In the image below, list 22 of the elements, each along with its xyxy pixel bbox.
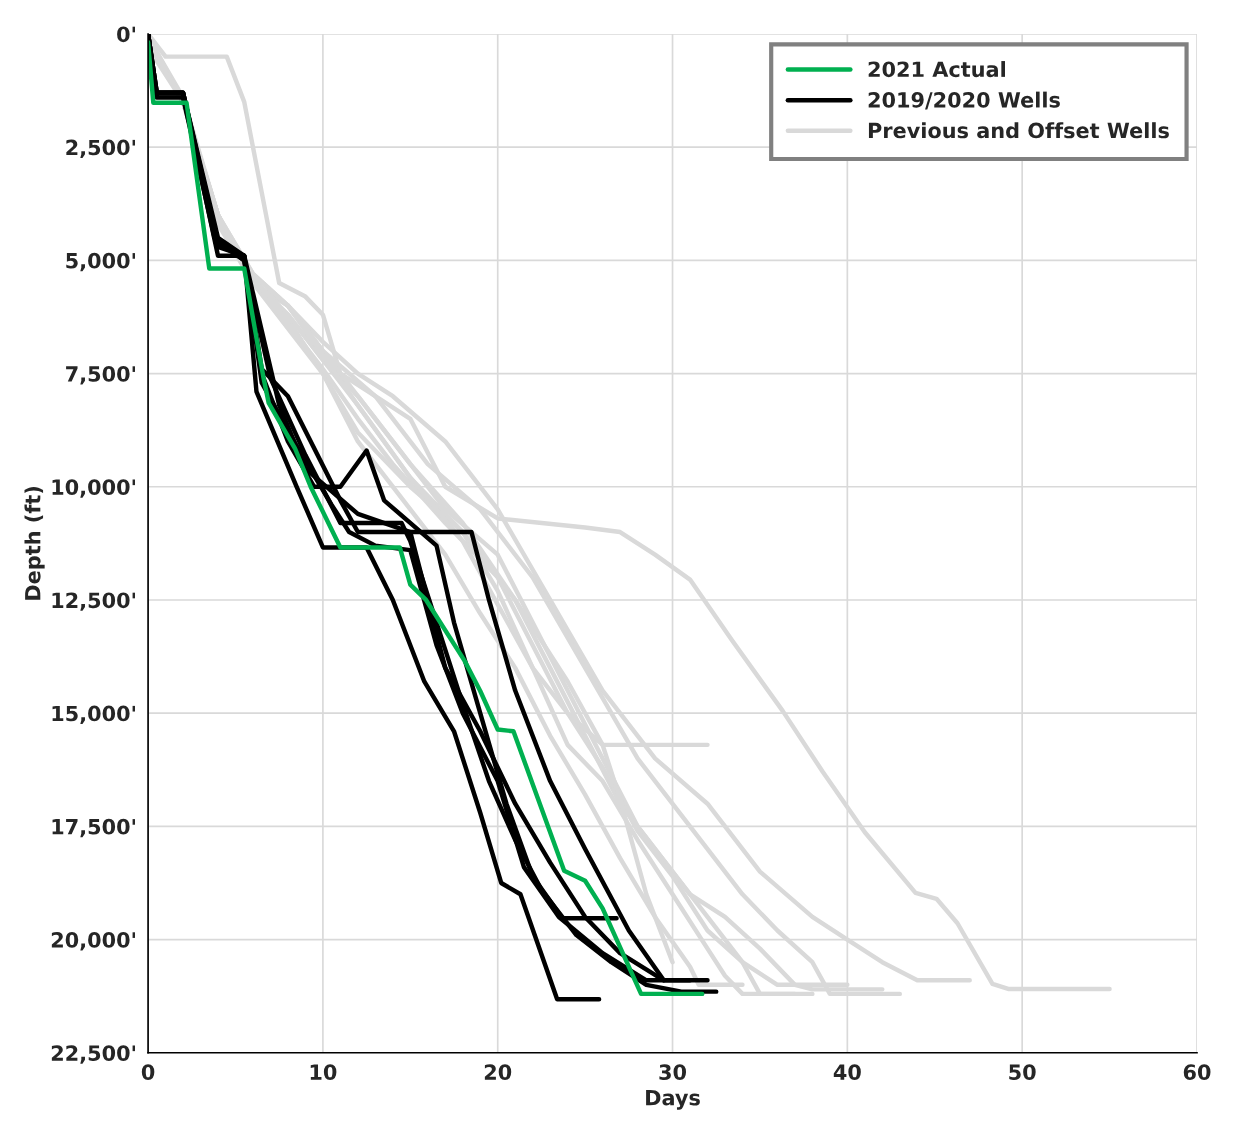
y-tick-label: 12,500' — [52, 592, 135, 611]
x-axis-title: Days — [646, 1090, 700, 1110]
y-tick-label: 15,000' — [52, 705, 135, 725]
x-tick-label: 10 — [310, 1064, 337, 1080]
x-tick-label: 30 — [659, 1064, 687, 1080]
y-tick-label: 22,500' — [51, 1045, 135, 1064]
x-tick-label: 0 — [141, 1064, 155, 1080]
y-tick-label: 2,500' — [66, 139, 135, 159]
y-axis-title: Depth (ft) — [24, 486, 45, 600]
legend-label: 2021 Actual — [868, 61, 1005, 78]
y-tick-label: 17,500' — [52, 818, 135, 838]
legend-label: 2019/2020 Wells — [868, 91, 1060, 110]
legend-label: Previous and Offset Wells — [868, 122, 1169, 139]
x-tick-label: 20 — [484, 1064, 512, 1080]
y-tick-label: 20,000' — [51, 932, 135, 951]
y-tick-label: 5,000' — [66, 252, 135, 272]
y-tick-label: 7,500' — [66, 366, 135, 385]
x-tick-label: 50 — [1009, 1064, 1036, 1080]
y-tick-label: 10,000' — [52, 479, 135, 498]
x-tick-label: 40 — [833, 1064, 861, 1080]
x-tick-label: 60 — [1183, 1064, 1211, 1080]
y-tick-label: 0' — [117, 26, 135, 43]
